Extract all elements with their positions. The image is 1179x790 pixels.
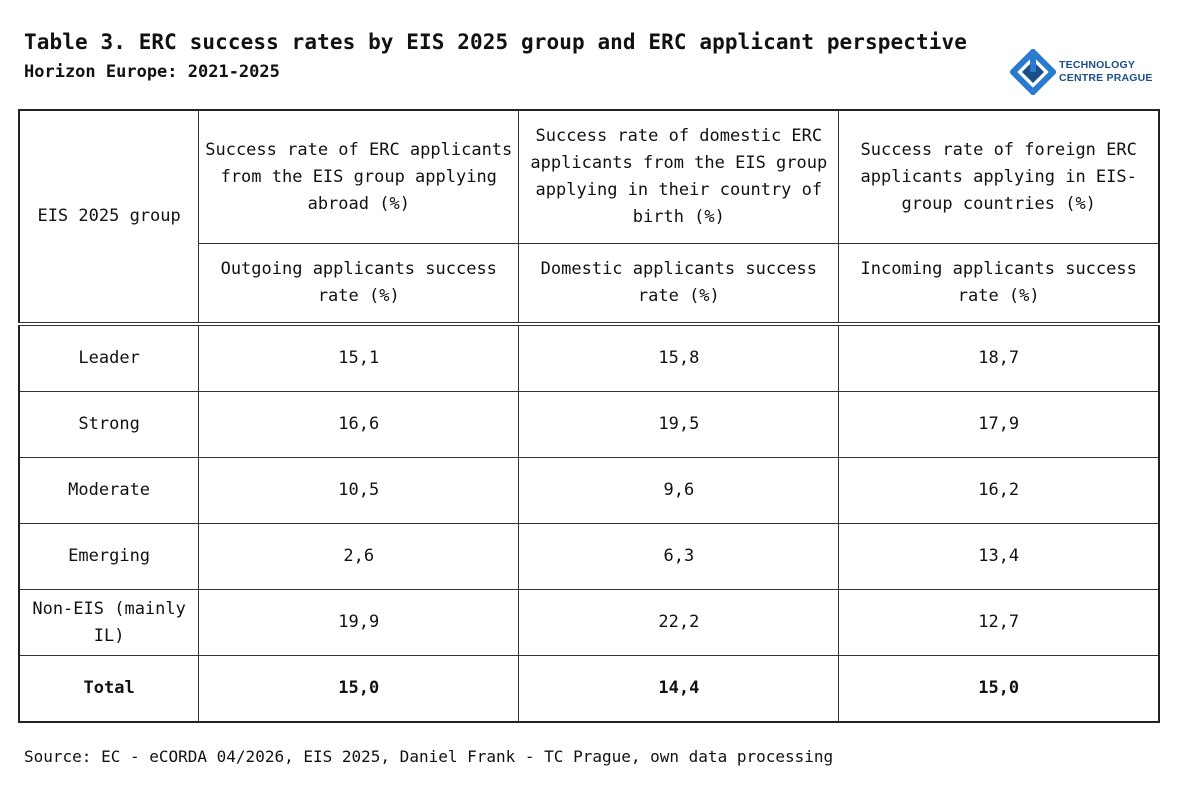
group-cell: Strong [18, 391, 200, 458]
subheader-outgoing: Outgoing applicants success rate (%) [198, 243, 520, 325]
value-cell: 15,0 [198, 655, 520, 723]
value-cell: 9,6 [518, 457, 840, 524]
table-row: Strong 16,6 19,5 17,9 [18, 391, 1160, 458]
value-cell: 17,9 [838, 391, 1160, 458]
value-cell: 19,9 [198, 589, 520, 656]
subheader-incoming: Incoming applicants success rate (%) [838, 243, 1160, 325]
logo-line-2: CENTRE PRAGUE [1059, 71, 1153, 84]
column-header-incoming: Success rate of foreign ERC applicants a… [838, 109, 1160, 244]
group-cell: Non-EIS (mainly IL) [18, 589, 200, 656]
group-cell: Total [18, 655, 200, 723]
value-cell: 6,3 [518, 523, 840, 590]
table-subtitle: Horizon Europe: 2021-2025 [24, 62, 280, 82]
group-cell: Moderate [18, 457, 200, 524]
value-cell: 2,6 [198, 523, 520, 590]
table-row: Non-EIS (mainly IL) 19,9 22,2 12,7 [18, 589, 1160, 656]
subheader-domestic: Domestic applicants success rate (%) [518, 243, 840, 325]
logo-text: TECHNOLOGY CENTRE PRAGUE [1059, 59, 1153, 84]
table-title: Table 3. ERC success rates by EIS 2025 g… [24, 30, 967, 54]
source-note: Source: EC - eCORDA 04/2026, EIS 2025, D… [24, 747, 834, 766]
value-cell: 16,2 [838, 457, 1160, 524]
tc-prague-logo: TECHNOLOGY CENTRE PRAGUE [1010, 49, 1160, 97]
value-cell: 10,5 [198, 457, 520, 524]
success-rate-table: EIS 2025 group Success rate of ERC appli… [18, 109, 1160, 723]
value-cell: 15,0 [838, 655, 1160, 723]
value-cell: 13,4 [838, 523, 1160, 590]
group-cell: Leader [18, 322, 200, 392]
column-header-outgoing: Success rate of ERC applicants from the … [198, 109, 520, 244]
value-cell: 19,5 [518, 391, 840, 458]
group-cell: Emerging [18, 523, 200, 590]
value-cell: 15,1 [198, 322, 520, 392]
table-row: Moderate 10,5 9,6 16,2 [18, 457, 1160, 524]
value-cell: 22,2 [518, 589, 840, 656]
table-row: Emerging 2,6 6,3 13,4 [18, 523, 1160, 590]
logo-line-1: TECHNOLOGY [1059, 59, 1136, 71]
table-total-row: Total 15,0 14,4 15,0 [18, 655, 1160, 723]
value-cell: 12,7 [838, 589, 1160, 656]
value-cell: 16,6 [198, 391, 520, 458]
value-cell: 14,4 [518, 655, 840, 723]
column-header-domestic: Success rate of domestic ERC applicants … [518, 109, 840, 244]
group-column-header: EIS 2025 group [18, 109, 200, 325]
value-cell: 18,7 [838, 322, 1160, 392]
logo-mark-icon [1010, 49, 1056, 95]
value-cell: 15,8 [518, 322, 840, 392]
table-row: Leader 15,1 15,8 18,7 [18, 322, 1160, 392]
